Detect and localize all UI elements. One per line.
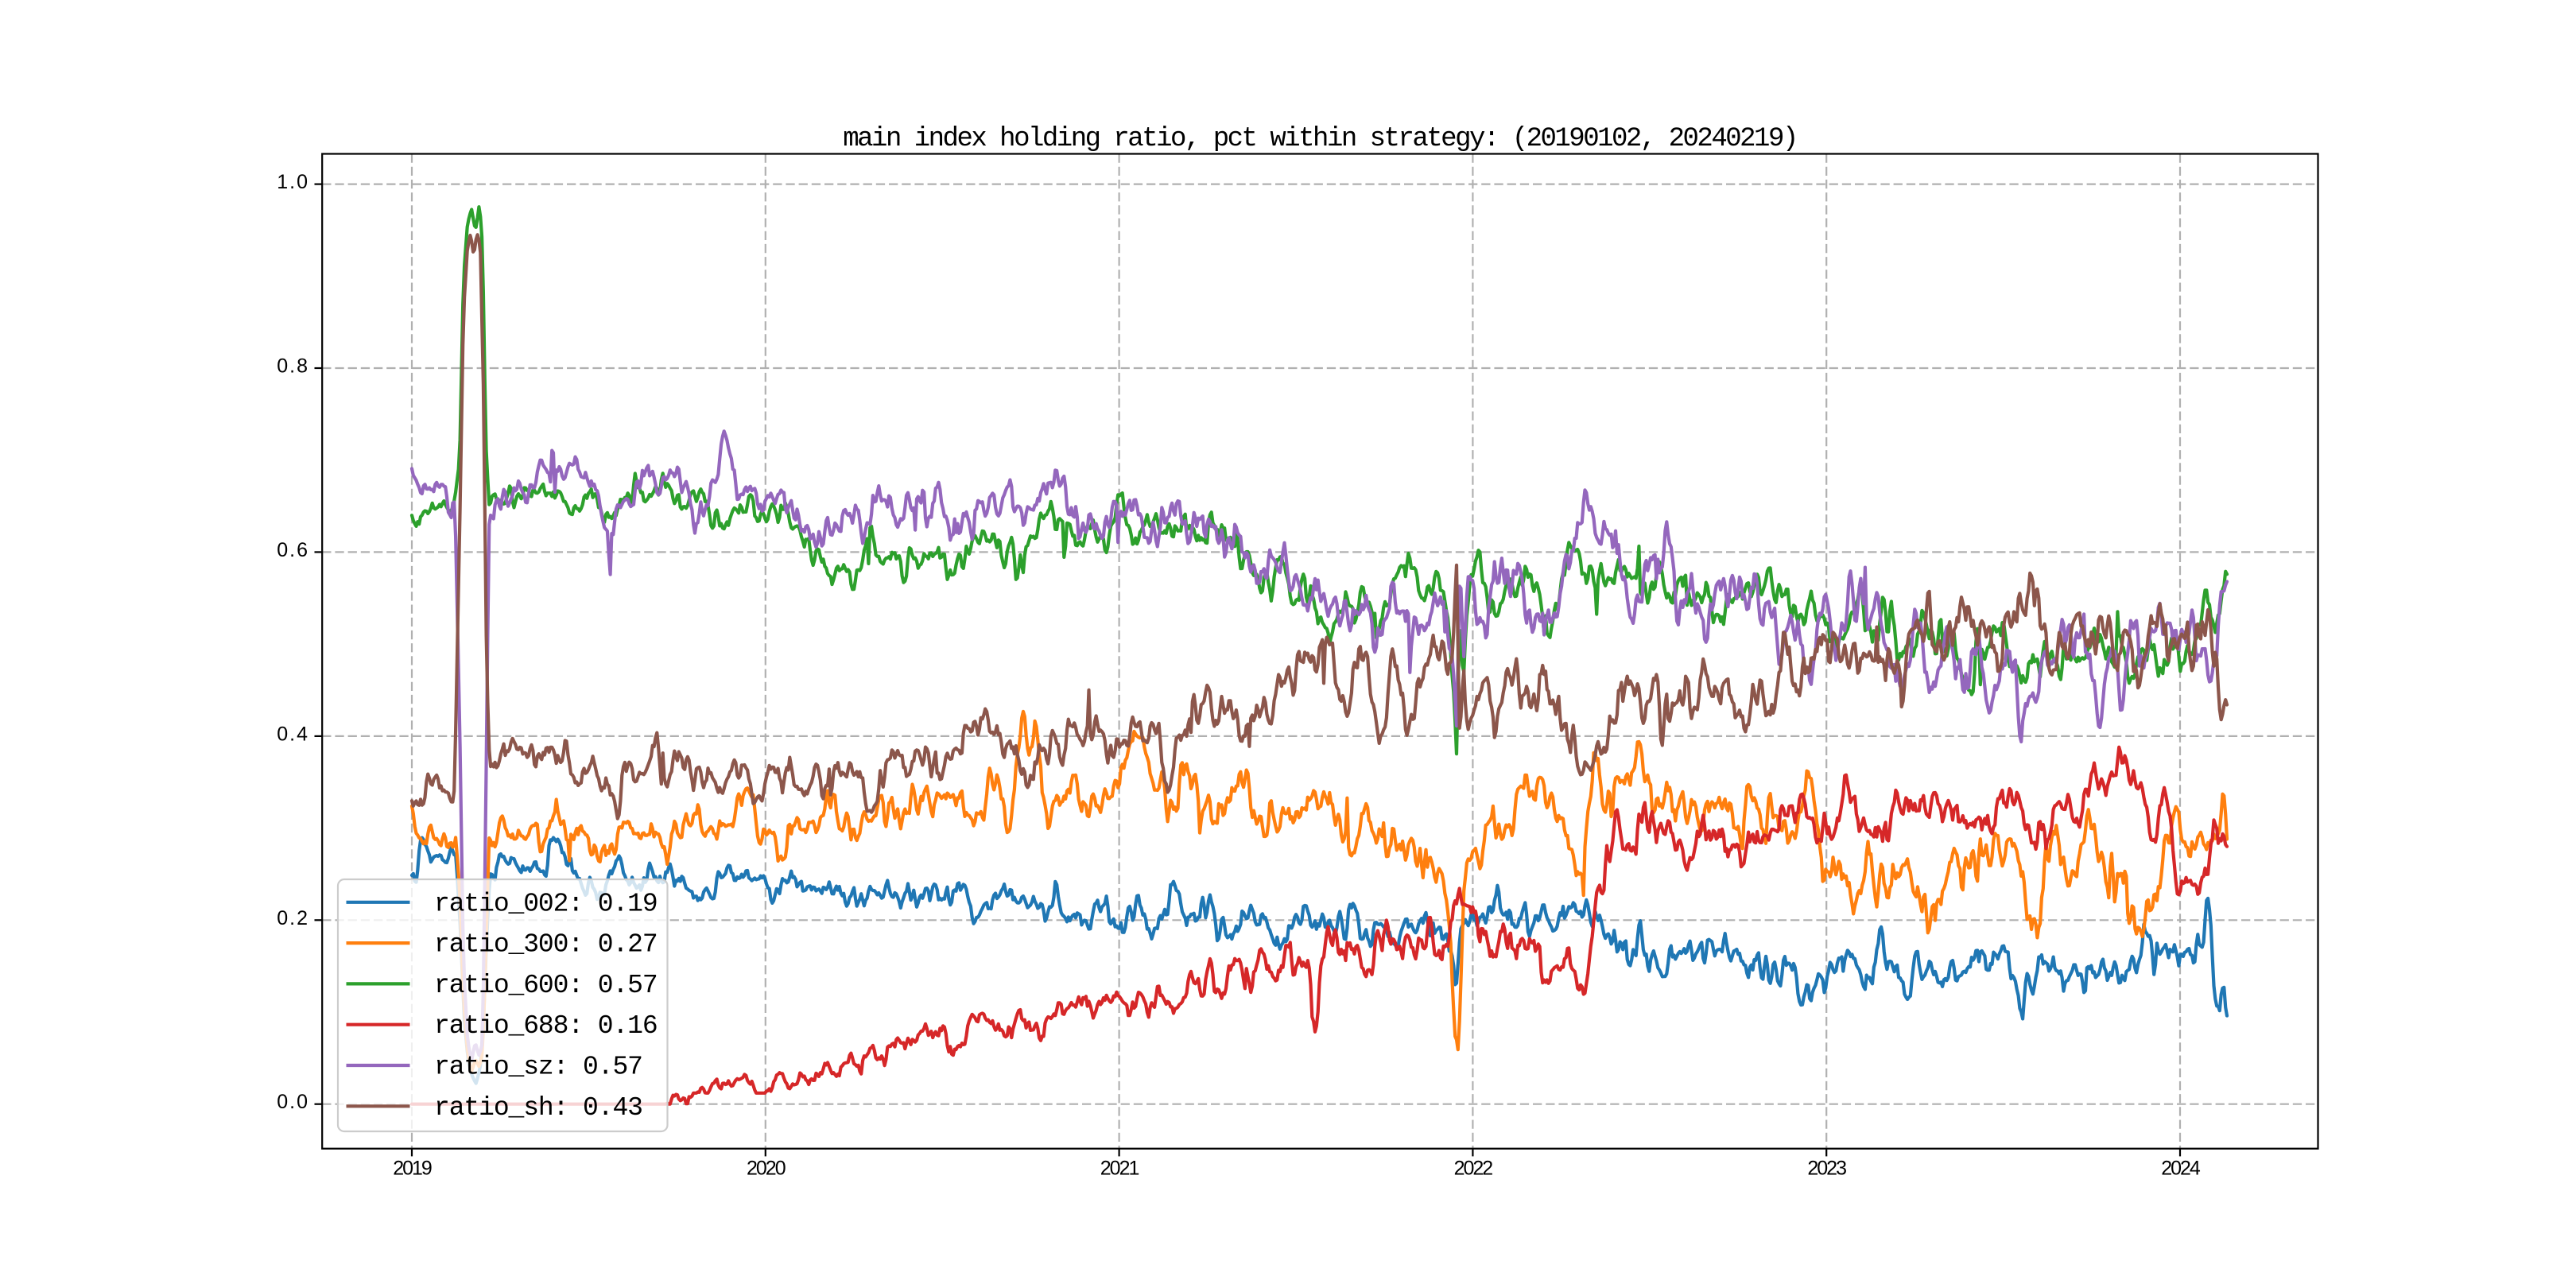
svg-text:ratio_600: 0.57: ratio_600: 0.57 bbox=[434, 971, 658, 1000]
svg-text:ratio_688: 0.16: ratio_688: 0.16 bbox=[434, 1011, 658, 1041]
svg-text:0.4: 0.4 bbox=[277, 723, 309, 745]
svg-text:ratio_sz: 0.57: ratio_sz: 0.57 bbox=[434, 1053, 642, 1082]
svg-text:2024: 2024 bbox=[2161, 1157, 2201, 1179]
svg-text:2023: 2023 bbox=[1807, 1157, 1846, 1179]
svg-text:1.0: 1.0 bbox=[277, 171, 309, 193]
svg-text:0.2: 0.2 bbox=[277, 907, 309, 929]
svg-text:0.0: 0.0 bbox=[277, 1091, 309, 1113]
svg-text:2020: 2020 bbox=[747, 1157, 786, 1179]
svg-text:2022: 2022 bbox=[1454, 1157, 1493, 1179]
svg-text:ratio_002: 0.19: ratio_002: 0.19 bbox=[434, 889, 658, 918]
svg-text:0.6: 0.6 bbox=[277, 539, 309, 561]
svg-text:2021: 2021 bbox=[1100, 1157, 1139, 1179]
svg-text:ratio_300: 0.27: ratio_300: 0.27 bbox=[434, 930, 658, 960]
svg-text:main index holding ratio, pct: main index holding ratio, pct within str… bbox=[843, 124, 1797, 154]
svg-text:2019: 2019 bbox=[393, 1157, 432, 1179]
svg-text:0.8: 0.8 bbox=[277, 355, 309, 378]
svg-text:ratio_sh: 0.43: ratio_sh: 0.43 bbox=[434, 1093, 642, 1123]
